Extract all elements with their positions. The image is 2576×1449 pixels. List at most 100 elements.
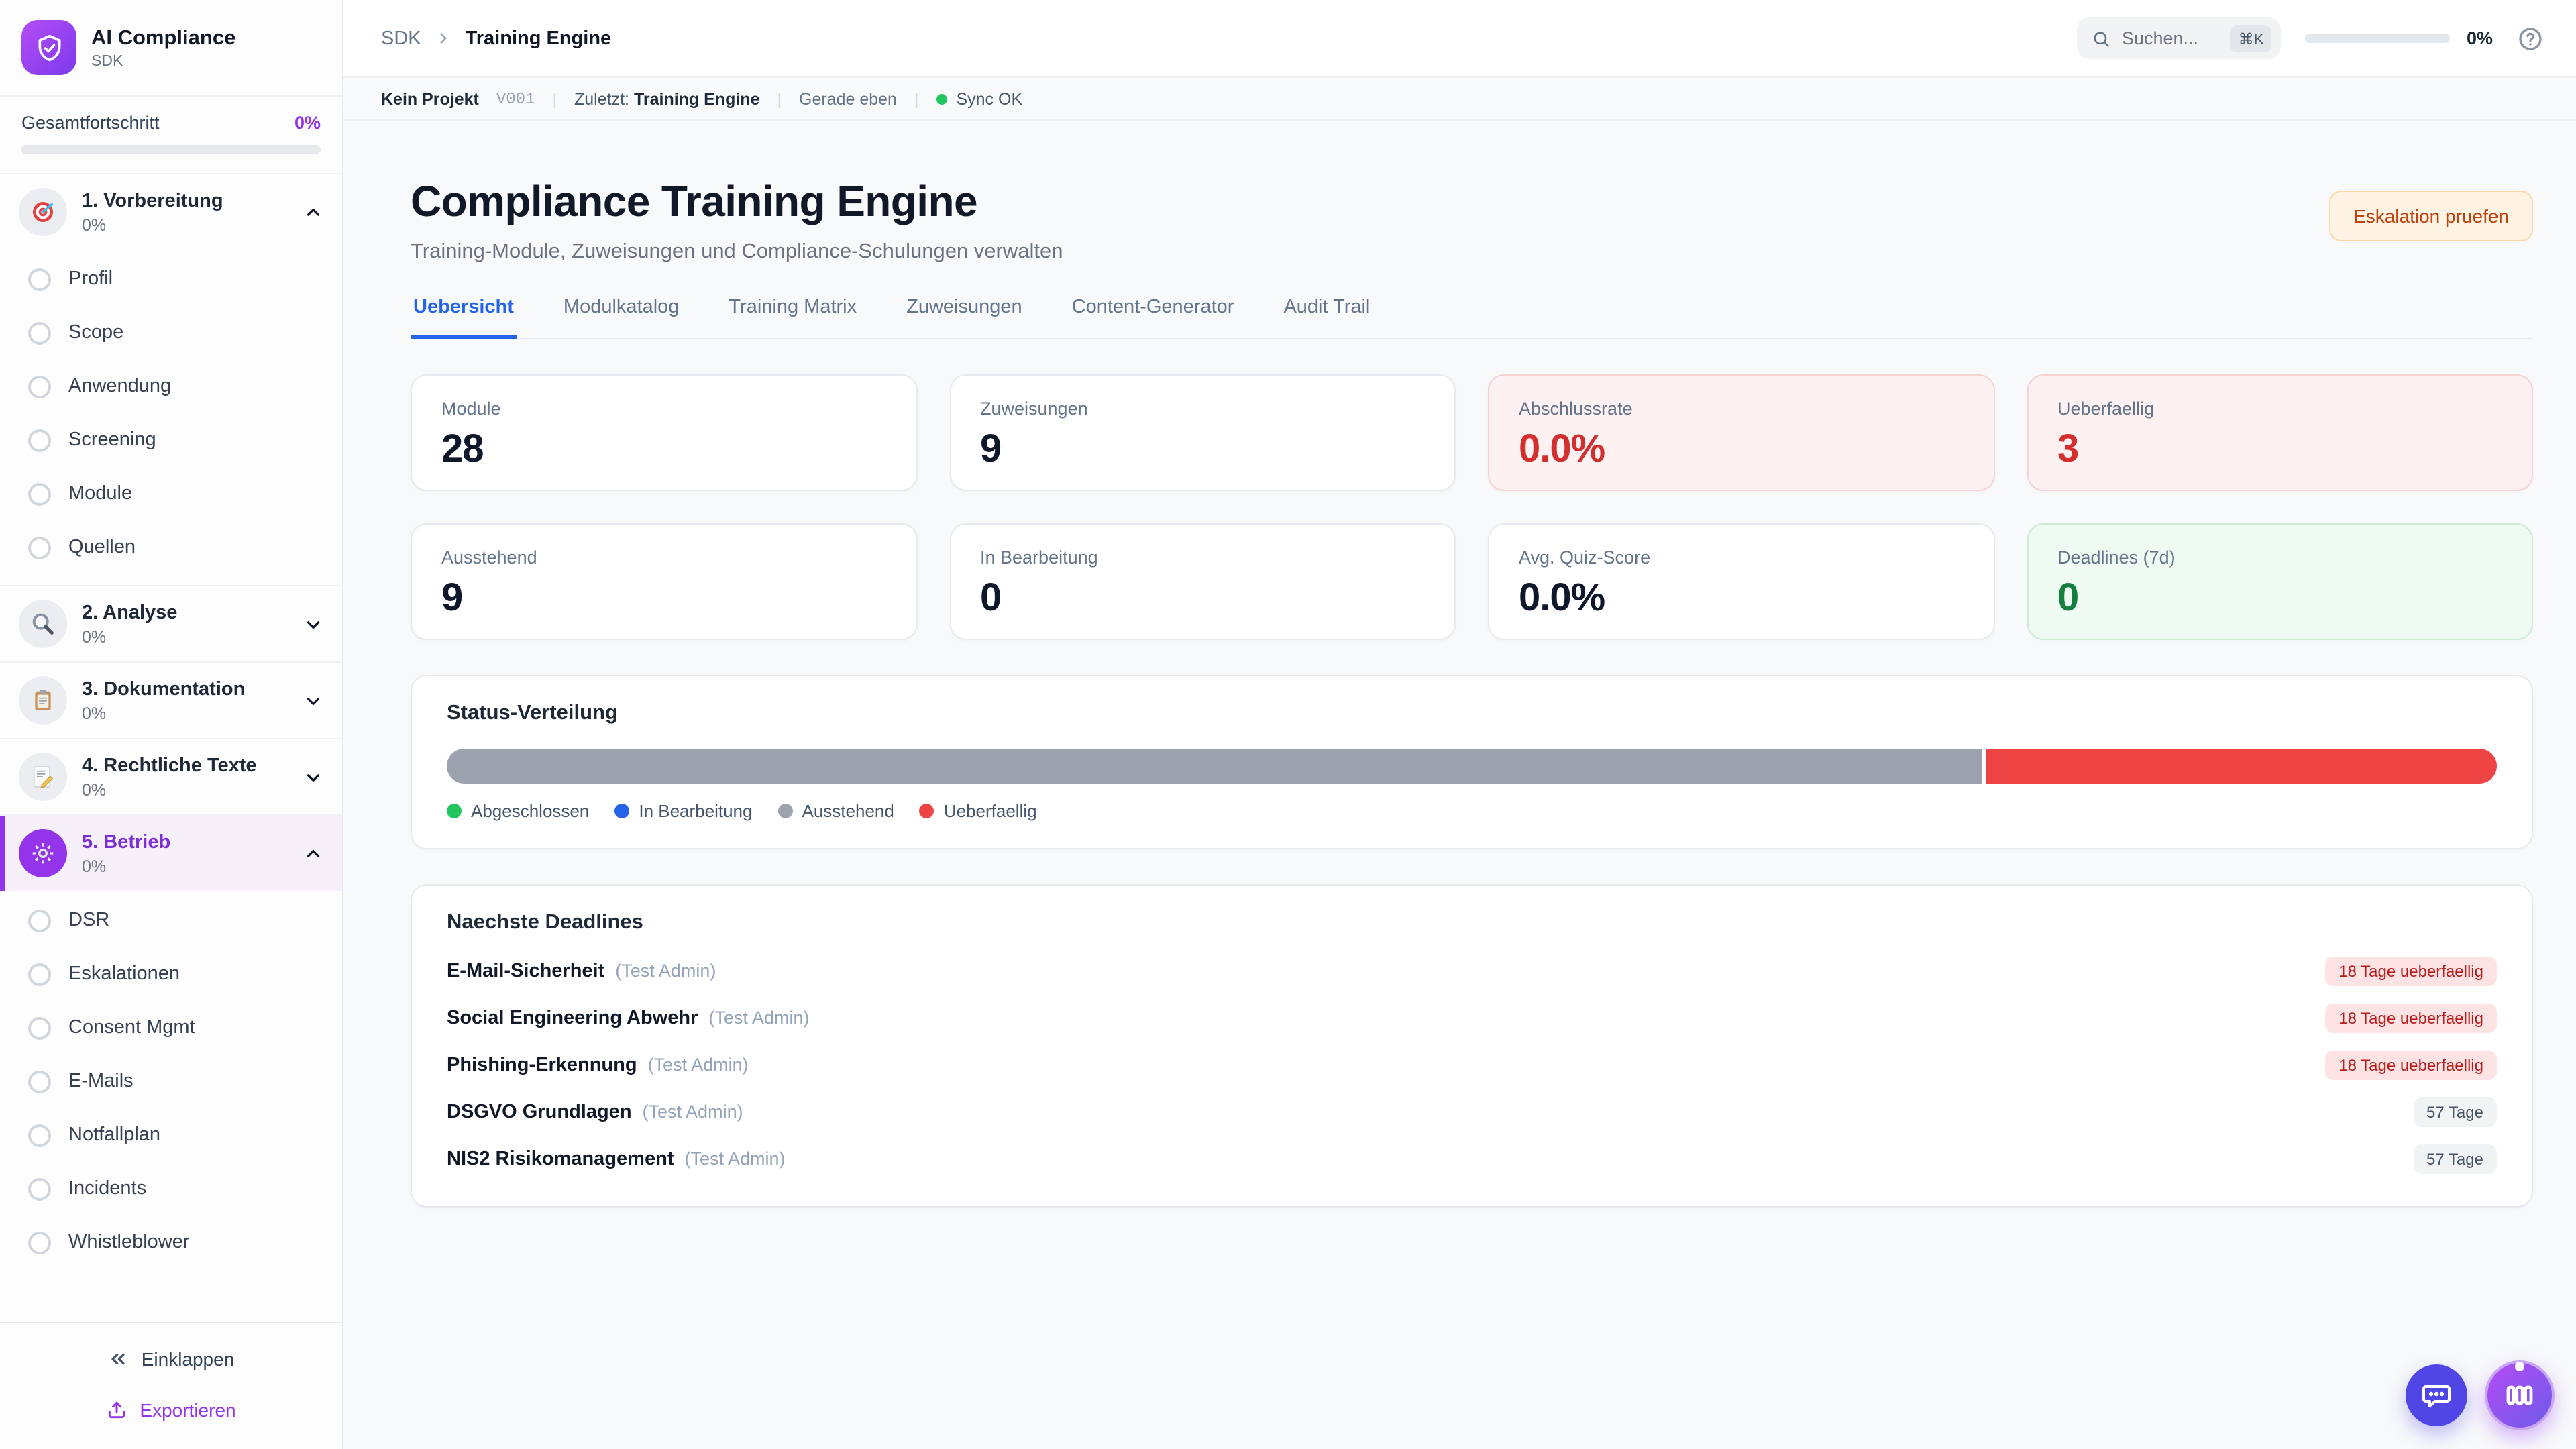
breadcrumb-root[interactable]: SDK: [381, 28, 421, 49]
target-icon: [19, 188, 67, 236]
chat-fab-button[interactable]: [2406, 1364, 2467, 1426]
page-header: Compliance Training Engine Training-Modu…: [411, 177, 2533, 264]
stat-label: Deadlines (7d): [2057, 547, 2176, 568]
sidebar-group-items: Profil Scope Anwendung Screening Module Quell…: [0, 250, 342, 585]
status-circle-icon: [28, 482, 51, 505]
sidebar-group: 4. Rechtliche Texte 0%: [0, 738, 342, 814]
sidebar-group-progress: 0%: [82, 215, 107, 235]
sidebar-item-e-mails[interactable]: E-Mails: [0, 1055, 342, 1108]
stat-card-ueberfaellig: Ueberfaellig 3: [2027, 374, 2533, 491]
chevrons-left-icon: [108, 1348, 129, 1370]
sidebar-item-profil[interactable]: Profil: [0, 252, 342, 306]
chevron-up-icon: [303, 843, 323, 863]
due-badge: 57 Tage: [2413, 1144, 2497, 1174]
deadline-module-name: Social Engineering Abwehr: [447, 1008, 698, 1029]
sidebar-item-quellen[interactable]: Quellen: [0, 521, 342, 574]
project-name: Kein Projekt: [381, 89, 479, 108]
overall-progress-value: 0%: [294, 113, 321, 133]
collapse-sidebar-button[interactable]: Einklappen: [16, 1336, 326, 1382]
sidebar-group-header[interactable]: 4. Rechtliche Texte 0%: [0, 739, 342, 814]
sidebar-item-label: Incidents: [68, 1178, 147, 1199]
legend-dot-icon: [919, 804, 934, 818]
breadcrumb-current[interactable]: Training Engine: [465, 28, 612, 49]
deadline-assignee: (Test Admin): [708, 1008, 810, 1028]
sidebar: AI Compliance SDK Gesamtfortschritt 0% 1…: [0, 0, 343, 1449]
app-title: AI Compliance: [91, 27, 236, 50]
stat-card-ausstehend: Ausstehend 9: [411, 523, 917, 640]
sidebar-group-header[interactable]: 1. Vorbereitung 0%: [0, 174, 342, 250]
sidebar-item-dsr[interactable]: DSR: [0, 894, 342, 947]
sidebar-group-header[interactable]: 2. Analyse 0%: [0, 586, 342, 661]
legend-label: Ausstehend: [802, 801, 894, 821]
help-button[interactable]: [2517, 25, 2544, 52]
overall-progress-label: Gesamtfortschritt: [21, 113, 160, 133]
sidebar-item-module[interactable]: Module: [0, 467, 342, 521]
check-escalation-button[interactable]: Eskalation pruefen: [2329, 191, 2533, 241]
clipboard-icon: [19, 676, 67, 724]
deadline-assignee: (Test Admin): [684, 1148, 786, 1169]
sidebar-item-screening[interactable]: Screening: [0, 413, 342, 467]
stat-label: Avg. Quiz-Score: [1519, 547, 1651, 568]
overdue-badge: 18 Tage ueberfaellig: [2325, 1051, 2497, 1080]
tab-content-generator[interactable]: Content-Generator: [1071, 297, 1234, 318]
separator: |: [777, 89, 782, 108]
upcoming-deadlines-panel: Naechste Deadlines E-Mail-Sicherheit (Tes…: [411, 884, 2533, 1208]
stats-grid: Module 28 Zuweisungen 9 Abschlussrate 0.0% Ueb…: [411, 374, 2533, 640]
tab-bar: Uebersicht Modulkatalog Training Matrix Zuw…: [411, 297, 2533, 339]
search-input[interactable]: Suchen... ⌘K: [2077, 17, 2282, 59]
status-circle-icon: [28, 429, 51, 451]
sidebar-item-incidents[interactable]: Incidents: [0, 1162, 342, 1216]
status-distribution-panel: Status-Verteilung Abgeschlossen In Bearbe…: [411, 675, 2533, 849]
sidebar-item-anwendung[interactable]: Anwendung: [0, 360, 342, 413]
status-circle-icon: [28, 321, 51, 344]
app-logo-text: AI Compliance SDK: [91, 26, 235, 70]
tab-training-matrix[interactable]: Training Matrix: [729, 297, 857, 318]
tab-audit-trail[interactable]: Audit Trail: [1283, 297, 1371, 318]
sidebar-group-label: 2. Analyse: [82, 602, 178, 625]
search-placeholder: Suchen...: [2121, 28, 2199, 48]
tab-modulkatalog[interactable]: Modulkatalog: [563, 297, 680, 318]
stat-value: 9: [980, 428, 1002, 471]
sidebar-item-consent-mgmt[interactable]: Consent Mgmt: [0, 1001, 342, 1055]
tab-uebersicht[interactable]: Uebersicht: [411, 297, 517, 339]
tab-zuweisungen[interactable]: Zuweisungen: [906, 297, 1022, 318]
stat-label: In Bearbeitung: [980, 547, 1098, 568]
sidebar-item-label: Anwendung: [68, 376, 172, 397]
sidebar-header: AI Compliance SDK: [0, 0, 342, 95]
status-distribution-bar: [447, 749, 2497, 784]
deadline-row: DSGVO Grundlagen (Test Admin) 57 Tage: [447, 1095, 2497, 1130]
status-circle-icon: [28, 268, 51, 290]
sidebar-group-header[interactable]: 5. Betrieb 0%: [0, 816, 342, 891]
sync-ok-label: Sync OK: [956, 89, 1023, 108]
page-subtitle: Training-Module, Zuweisungen und Complia…: [411, 240, 1063, 263]
stat-label: Ueberfaellig: [2057, 398, 2155, 419]
deadline-row: E-Mail-Sicherheit (Test Admin) 18 Tage ueb…: [447, 954, 2497, 989]
sidebar-item-eskalationen[interactable]: Eskalationen: [0, 947, 342, 1001]
stat-card-zuweisungen: Zuweisungen 9: [949, 374, 1456, 491]
collapse-sidebar-label: Einklappen: [141, 1348, 235, 1370]
sidebar-item-label: Notfallplan: [68, 1124, 161, 1146]
export-button[interactable]: Exportieren: [16, 1387, 326, 1433]
sidebar-item-label: E-Mails: [68, 1071, 133, 1092]
notification-dot: [2515, 1362, 2524, 1371]
overall-progress: Gesamtfortschritt 0%: [0, 95, 342, 173]
chevron-down-icon: [303, 614, 323, 634]
page-title: Compliance Training Engine: [411, 177, 978, 225]
sidebar-item-scope[interactable]: Scope: [0, 306, 342, 360]
sidebar-item-whistleblower[interactable]: Whistleblower: [0, 1216, 342, 1269]
kanban-fab-button[interactable]: [2485, 1360, 2555, 1430]
stat-value: 28: [441, 428, 484, 471]
sidebar-item-notfallplan[interactable]: Notfallplan: [0, 1108, 342, 1162]
last-module: Zuletzt: Training Engine: [574, 89, 760, 108]
header-progress-value: 0%: [2466, 28, 2493, 48]
sidebar-group-header[interactable]: 3. Dokumentation 0%: [0, 663, 342, 738]
search-shortcut-badge: ⌘K: [2230, 25, 2272, 52]
deadline-module-name: Phishing-Erkennung: [447, 1055, 637, 1076]
stat-card-avg-quiz-score: Avg. Quiz-Score 0.0%: [1488, 523, 1994, 640]
stat-value: 0: [980, 577, 1002, 620]
main-area: SDK Training Engine Suchen... ⌘K: [343, 0, 2576, 1449]
sidebar-group-progress: 0%: [82, 857, 107, 876]
page-content: Compliance Training Engine Training-Modu…: [343, 121, 2576, 1449]
top-bar-right: Suchen... ⌘K 0%: [2077, 17, 2544, 59]
status-circle-icon: [28, 1231, 51, 1254]
